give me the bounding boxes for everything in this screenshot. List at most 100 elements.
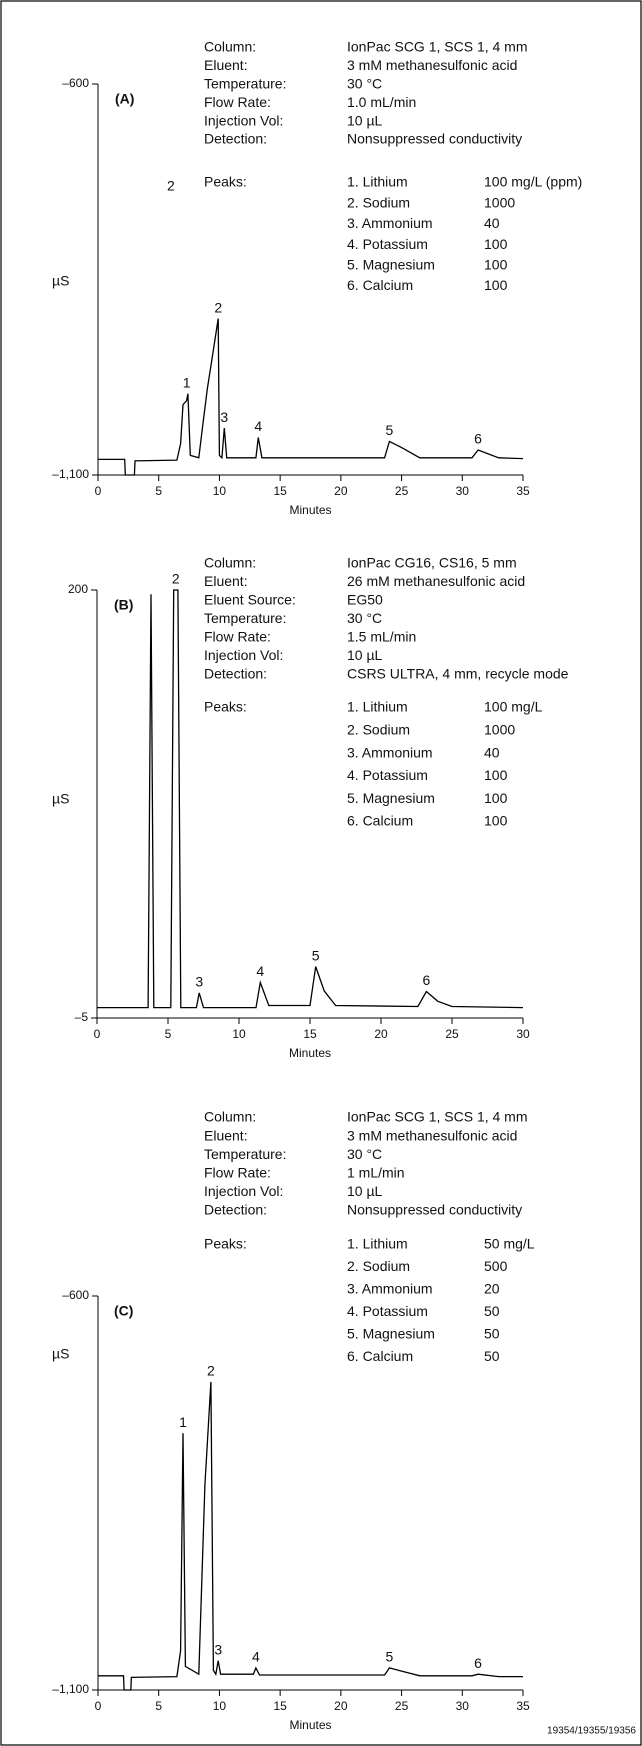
peak-amount: 50 <box>484 1326 500 1342</box>
x-axis-title: Minutes <box>289 503 331 517</box>
x-tick-label: 15 <box>273 484 287 498</box>
y-tick-label: –5 <box>75 1010 89 1024</box>
x-tick-label: 35 <box>516 484 530 498</box>
condition-value: 10 µL <box>347 1183 383 1199</box>
peak-number: 3 <box>214 1642 222 1658</box>
y-tick-label: –600 <box>62 1288 89 1302</box>
condition-value: CSRS ULTRA, 4 mm, recycle mode <box>347 666 569 682</box>
condition-label: Temperature: <box>204 610 286 626</box>
y-tick-label: 200 <box>68 582 88 596</box>
peak-number: 4 <box>252 1649 260 1665</box>
peak-number: 5 <box>386 1649 394 1665</box>
peak-name: 6. Calcium <box>347 277 413 293</box>
condition-label: Injection Vol: <box>204 647 283 663</box>
condition-label: Column: <box>204 39 256 55</box>
x-axis-title: Minutes <box>289 1046 331 1060</box>
peak-amount: 50 mg/L <box>484 1236 535 1252</box>
trace <box>98 1381 523 1691</box>
condition-label: Column: <box>204 1109 256 1125</box>
x-tick-label: 25 <box>395 1699 409 1713</box>
peak-number: 1 <box>179 1414 187 1430</box>
panel-label: (A) <box>115 91 134 107</box>
peak-name: 4. Potassium <box>347 236 428 252</box>
peak-name: 5. Magnesium <box>347 1326 435 1342</box>
y-axis-title: µS <box>52 791 69 807</box>
panel-label: (B) <box>114 597 133 613</box>
peak-name: 2. Sodium <box>347 722 410 738</box>
peak-number: 5 <box>386 422 394 438</box>
condition-value: EG50 <box>347 592 383 608</box>
peak-number: 6 <box>474 431 482 447</box>
peak-name: 5. Magnesium <box>347 257 435 273</box>
y-axis-title: µS <box>52 273 69 289</box>
stray-label: 2 <box>167 178 175 194</box>
condition-value: 10 µL <box>347 647 383 663</box>
peak-amount: 100 <box>484 236 508 252</box>
peak-number: 3 <box>220 409 228 425</box>
peak-amount: 100 <box>484 790 508 806</box>
condition-label: Column: <box>204 555 256 571</box>
condition-value: 1.5 mL/min <box>347 629 416 645</box>
x-tick-label: 10 <box>232 1027 246 1041</box>
condition-label: Injection Vol: <box>204 1183 283 1199</box>
condition-value: 26 mM methanesulfonic acid <box>347 573 525 589</box>
peaks-heading: Peaks: <box>204 699 247 715</box>
peak-number: 6 <box>474 1655 482 1671</box>
y-tick-label: –1,100 <box>52 1682 89 1696</box>
peak-amount: 40 <box>484 744 500 760</box>
condition-value: 30 °C <box>347 610 382 626</box>
peak-amount: 1000 <box>484 194 515 210</box>
x-tick-label: 30 <box>456 484 470 498</box>
peak-name: 1. Lithium <box>347 699 408 715</box>
peak-name: 2. Sodium <box>347 194 410 210</box>
peak-amount: 50 <box>484 1303 500 1319</box>
x-tick-label: 30 <box>456 1699 470 1713</box>
x-tick-label: 15 <box>303 1027 317 1041</box>
x-tick-label: 0 <box>94 1027 101 1041</box>
condition-label: Detection: <box>204 131 267 147</box>
x-tick-label: 20 <box>334 1699 348 1713</box>
peak-name: 4. Potassium <box>347 1303 428 1319</box>
peak-amount: 100 <box>484 257 508 273</box>
x-tick-label: 5 <box>155 484 162 498</box>
condition-label: Flow Rate: <box>204 1165 271 1181</box>
condition-value: Nonsuppressed conductivity <box>347 131 522 147</box>
condition-label: Eluent: <box>204 57 248 73</box>
x-tick-label: 20 <box>334 484 348 498</box>
condition-value: 3 mM methanesulfonic acid <box>347 57 517 73</box>
peak-name: 1. Lithium <box>347 1236 408 1252</box>
peaks-heading: Peaks: <box>204 1236 247 1252</box>
x-tick-label: 0 <box>95 1699 102 1713</box>
y-axis-title: µS <box>52 1346 69 1362</box>
x-tick-label: 0 <box>95 484 102 498</box>
peak-amount: 100 mg/L <box>484 699 543 715</box>
peak-number: 2 <box>214 299 222 315</box>
condition-label: Detection: <box>204 1202 267 1218</box>
panel-label: (C) <box>114 1303 133 1319</box>
trace <box>98 318 524 476</box>
condition-value: 10 µL <box>347 112 383 128</box>
peak-amount: 40 <box>484 215 500 231</box>
peak-name: 3. Ammonium <box>347 744 433 760</box>
condition-value: 3 mM methanesulfonic acid <box>347 1127 517 1143</box>
peak-number: 6 <box>423 972 431 988</box>
peak-name: 3. Ammonium <box>347 1281 433 1297</box>
x-tick-label: 15 <box>273 1699 287 1713</box>
x-axis-title: Minutes <box>289 1718 331 1732</box>
peak-amount: 1000 <box>484 722 515 738</box>
peak-number: 2 <box>207 1363 215 1379</box>
condition-label: Flow Rate: <box>204 629 271 645</box>
x-tick-label: 10 <box>213 484 227 498</box>
peak-name: 4. Potassium <box>347 767 428 783</box>
y-tick-label: –1,100 <box>52 467 89 481</box>
x-tick-label: 5 <box>165 1027 172 1041</box>
condition-label: Flow Rate: <box>204 94 271 110</box>
peak-name: 5. Magnesium <box>347 790 435 806</box>
x-tick-label: 25 <box>395 484 409 498</box>
condition-value: 30 °C <box>347 76 382 92</box>
peak-amount: 100 <box>484 277 508 293</box>
condition-value: IonPac SCG 1, SCS 1, 4 mm <box>347 39 528 55</box>
peak-number: 3 <box>195 974 203 990</box>
